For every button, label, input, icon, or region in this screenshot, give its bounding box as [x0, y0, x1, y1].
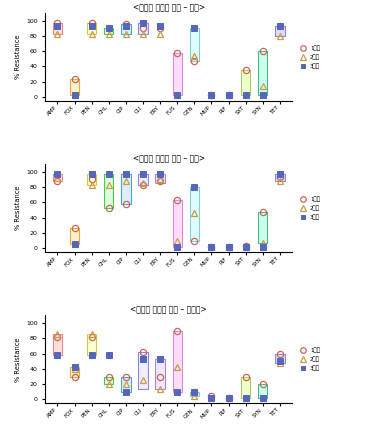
Bar: [53, 335, 62, 355]
Bar: [258, 384, 268, 398]
Y-axis label: % Resistance: % Resistance: [15, 35, 21, 79]
Bar: [53, 23, 62, 33]
Bar: [275, 353, 285, 363]
Bar: [121, 377, 131, 392]
Title: <항생제 저사용 농가 – 환경>: <항생제 저사용 농가 – 환경>: [133, 154, 205, 163]
Bar: [87, 23, 96, 33]
Bar: [138, 352, 148, 390]
Bar: [241, 377, 251, 398]
Bar: [258, 51, 268, 95]
Bar: [172, 200, 182, 247]
Bar: [121, 174, 131, 204]
Bar: [155, 174, 165, 183]
Bar: [190, 392, 199, 396]
Bar: [190, 187, 199, 241]
Bar: [70, 227, 79, 245]
Title: <항생제 저사용 농가 – 돼지>: <항생제 저사용 농가 – 돼지>: [133, 3, 205, 12]
Bar: [258, 211, 268, 243]
Y-axis label: % Resistance: % Resistance: [15, 186, 21, 230]
Bar: [87, 174, 96, 185]
Legend: 1년차, 2년차, 3년차: 1년차, 2년차, 3년차: [297, 45, 320, 69]
Title: <항생제 저사용 농가 – 종사자>: <항생제 저사용 농가 – 종사자>: [130, 305, 207, 314]
Bar: [275, 174, 285, 181]
Bar: [138, 174, 148, 185]
Bar: [241, 70, 251, 95]
Bar: [172, 331, 182, 392]
Legend: 1년차, 2년차, 3년차: 1년차, 2년차, 3년차: [297, 347, 320, 372]
Bar: [121, 24, 131, 33]
Bar: [172, 53, 182, 95]
Bar: [104, 377, 113, 384]
Legend: 1년차, 2년차, 3년차: 1년차, 2년차, 3년차: [297, 196, 320, 221]
Bar: [70, 366, 79, 377]
Bar: [190, 28, 199, 61]
Bar: [275, 26, 285, 36]
Bar: [104, 174, 113, 208]
Bar: [155, 359, 165, 390]
Y-axis label: % Resistance: % Resistance: [15, 337, 21, 381]
Bar: [53, 174, 62, 181]
Bar: [70, 79, 79, 95]
Bar: [104, 28, 113, 33]
Bar: [138, 23, 148, 33]
Bar: [87, 335, 96, 355]
